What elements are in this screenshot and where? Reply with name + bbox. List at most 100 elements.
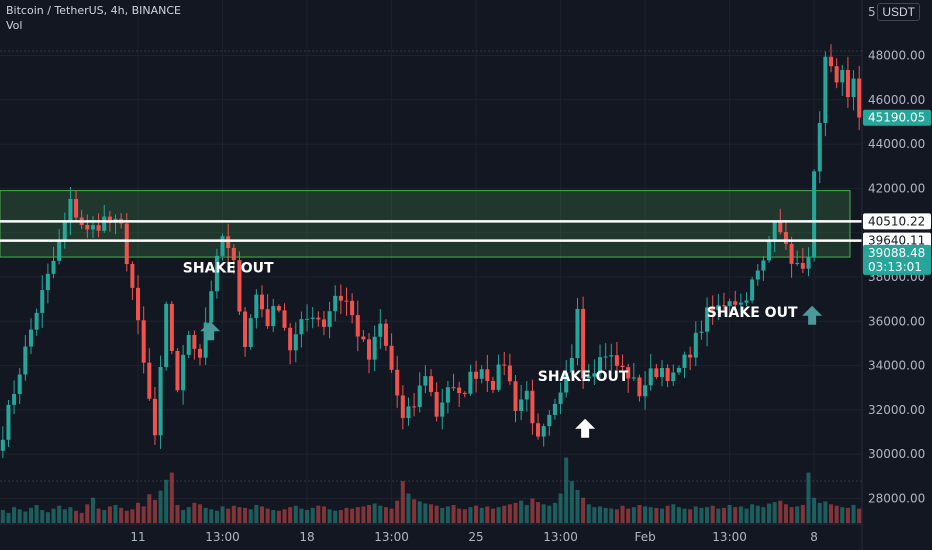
price-label-box bbox=[863, 109, 931, 126]
candle-body bbox=[214, 255, 219, 292]
candle-body bbox=[305, 318, 310, 320]
volume-bar bbox=[637, 505, 642, 523]
volume-bar bbox=[209, 509, 214, 523]
candle-body bbox=[276, 306, 281, 311]
candle-body bbox=[693, 332, 698, 358]
candle-body bbox=[243, 311, 248, 347]
candle-body bbox=[637, 377, 642, 397]
volume-bar bbox=[699, 507, 704, 523]
volume-bar bbox=[62, 509, 67, 523]
zone-rect bbox=[0, 190, 851, 258]
currency-button[interactable]: USDT bbox=[877, 3, 920, 21]
candle-body bbox=[310, 317, 315, 319]
candle-body bbox=[654, 368, 659, 378]
time-tick-label: 13:00 bbox=[712, 530, 747, 544]
volume-bar bbox=[598, 506, 603, 523]
candle-body bbox=[614, 355, 619, 366]
candle-body bbox=[220, 236, 225, 256]
candle-body bbox=[417, 385, 422, 408]
candle-body bbox=[845, 70, 850, 98]
price-label-text: 45190.05 bbox=[868, 111, 925, 125]
price-tick-label: 32000.00 bbox=[868, 403, 925, 417]
candle-body bbox=[536, 423, 541, 437]
candle-body bbox=[671, 372, 676, 382]
volume-bar bbox=[113, 505, 118, 523]
price-tick-label: 42000.00 bbox=[868, 181, 925, 195]
candle-body bbox=[665, 367, 670, 382]
candle-body bbox=[321, 319, 326, 327]
candle-body bbox=[586, 376, 591, 379]
candle-body bbox=[795, 263, 800, 265]
price-axis[interactable]: 48000.0046000.0044000.0042000.0038000.00… bbox=[861, 0, 932, 550]
candle-body bbox=[412, 406, 417, 408]
candle-body bbox=[85, 225, 90, 230]
volume-bar bbox=[231, 505, 236, 523]
volume-bar bbox=[558, 493, 563, 523]
up-arrow-icon bbox=[575, 418, 596, 438]
candle-body bbox=[705, 307, 710, 332]
volume-bar bbox=[17, 509, 22, 523]
time-axis[interactable]: 11 13:00 18 13:00 25 13:00 Feb 13:00 8 bbox=[0, 523, 862, 544]
price-tick-label: 28000.00 bbox=[868, 492, 925, 506]
candle-body bbox=[209, 291, 214, 323]
time-tick-label: 8 bbox=[810, 530, 818, 544]
candle-body bbox=[750, 279, 755, 301]
volume-bar bbox=[288, 507, 293, 523]
volume-bar bbox=[671, 504, 676, 523]
volume-bar bbox=[367, 505, 372, 523]
chart-title: Bitcoin / TetherUS, 4h, BINANCE bbox=[6, 4, 182, 17]
candle-body bbox=[316, 317, 321, 320]
candle-body bbox=[800, 263, 805, 269]
volume-bar bbox=[783, 504, 788, 523]
volume-bar bbox=[440, 507, 445, 523]
candle-body bbox=[496, 364, 501, 390]
volume-bar bbox=[789, 507, 794, 523]
candle-body bbox=[181, 354, 186, 391]
volume-bar bbox=[96, 508, 101, 523]
volume-bar bbox=[817, 502, 822, 523]
volume-bar bbox=[90, 497, 95, 523]
price-label-box bbox=[863, 232, 931, 249]
candle-body bbox=[451, 387, 456, 389]
volume-bar bbox=[552, 502, 557, 523]
shake-out-label: SHAKE OUT bbox=[183, 261, 274, 277]
volume-bar bbox=[243, 507, 248, 523]
candle-body bbox=[485, 369, 490, 381]
candle-body bbox=[45, 273, 50, 291]
time-tick-label: 25 bbox=[468, 530, 483, 544]
volume-bar bbox=[457, 508, 462, 523]
volume-bar bbox=[541, 504, 546, 523]
volume-bar bbox=[643, 506, 648, 523]
price-tick-label: 36000.00 bbox=[868, 314, 925, 328]
volume-bar bbox=[581, 497, 586, 523]
candle-body bbox=[248, 318, 253, 347]
candle-body bbox=[62, 220, 67, 240]
volume-bar bbox=[502, 505, 507, 523]
volume-bar bbox=[333, 510, 338, 523]
candle-body bbox=[541, 426, 546, 437]
volume-bar bbox=[474, 505, 479, 523]
volume-label: Vol bbox=[6, 19, 23, 32]
volume-bar bbox=[834, 505, 839, 523]
volume-bar bbox=[828, 504, 834, 523]
candle-body bbox=[136, 287, 141, 321]
volume-bar bbox=[417, 501, 422, 523]
candle-body bbox=[620, 365, 625, 368]
volume-bar bbox=[705, 507, 710, 523]
candle-body bbox=[169, 303, 174, 351]
volume-bar bbox=[158, 490, 163, 523]
volume-bar bbox=[513, 502, 518, 523]
candle-body bbox=[828, 56, 834, 67]
volume-bar bbox=[107, 506, 112, 523]
candle-body bbox=[716, 305, 721, 311]
volume-bar bbox=[299, 508, 304, 523]
candle-body bbox=[423, 376, 428, 386]
candle-body bbox=[288, 327, 293, 351]
volume-bar bbox=[575, 489, 580, 523]
candle-body bbox=[767, 239, 772, 261]
time-tick-label: 13:00 bbox=[374, 530, 409, 544]
candle-body bbox=[197, 348, 203, 358]
candle-body bbox=[676, 367, 681, 373]
volume-bar bbox=[265, 508, 270, 523]
